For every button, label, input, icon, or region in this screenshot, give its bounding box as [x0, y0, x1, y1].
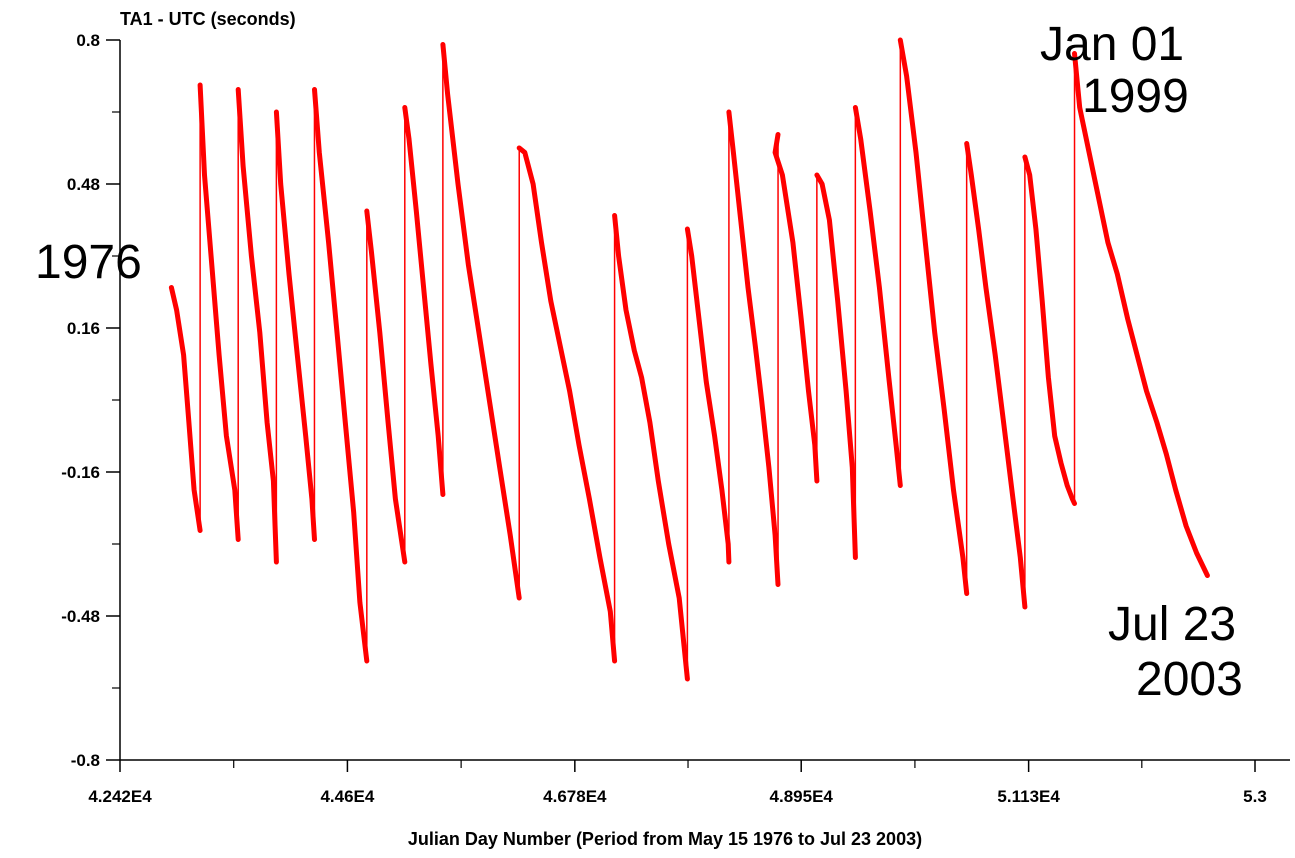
y-axis-title: TA1 - UTC (seconds): [120, 9, 296, 29]
x-tick-label: 4.46E4: [320, 787, 374, 806]
series-line: [168, 37, 1210, 682]
y-tick-label: -0.8: [71, 751, 100, 770]
series-layer: [168, 37, 1210, 682]
axes: [119, 40, 1290, 761]
annotation-jul-23: Jul 23: [1108, 598, 1236, 651]
x-tick-label: 5.113E4: [997, 787, 1060, 806]
annotation-2003: 2003: [1136, 653, 1243, 706]
annotation-jan-01: Jan 01: [1040, 18, 1184, 71]
x-tick-label: 4.895E4: [770, 787, 834, 806]
ticks: 0.8 0.48 0.16 -0.16 -0.48 -0.8 4.242E4 4.46E4 4.…: [61, 31, 1267, 806]
y-tick-label: 0.8: [76, 31, 100, 50]
x-tick-label: 4.242E4: [88, 787, 152, 806]
annotation-1999: 1999: [1082, 70, 1189, 123]
x-tick-label: 4.678E4: [543, 787, 607, 806]
y-tick-label: -0.48: [61, 607, 100, 626]
x-tick-label: 5.3: [1243, 787, 1267, 806]
y-tick-label: -0.16: [61, 463, 100, 482]
y-tick-label: 0.16: [67, 319, 100, 338]
annotation-1976: 1976: [35, 236, 142, 289]
x-axis-title: Julian Day Number (Period from May 15 19…: [408, 829, 922, 849]
y-tick-label: 0.48: [67, 175, 100, 194]
